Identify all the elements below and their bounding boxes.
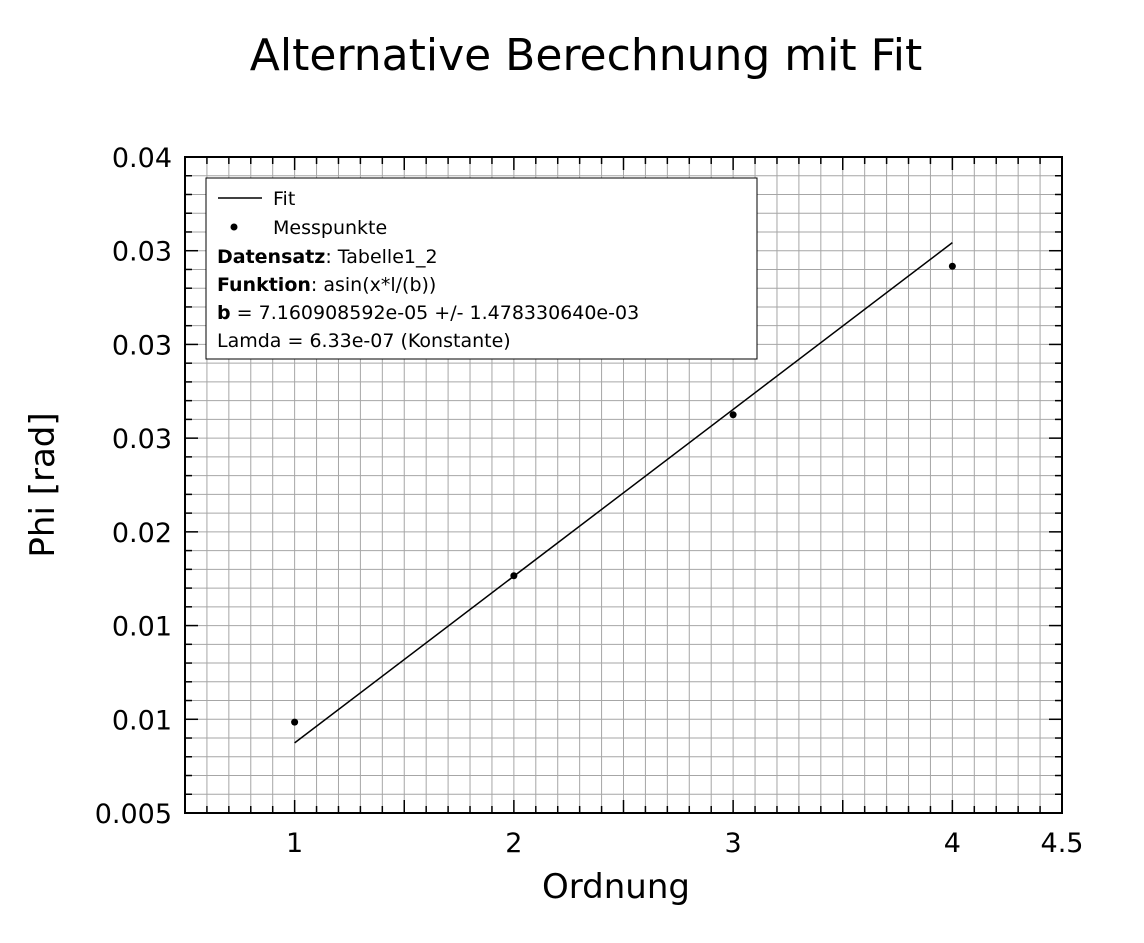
x-tick-label: 1 [286, 828, 303, 859]
y-tick-label: 0.005 [95, 799, 172, 830]
legend-points-swatch [230, 223, 238, 231]
data-point [510, 572, 518, 580]
legend-function-key: Funktion [217, 274, 311, 296]
data-point [948, 262, 956, 270]
chart-title: Alternative Berechnung mit Fit [250, 30, 922, 81]
series-layer [291, 242, 956, 744]
y-tick-label: 0.02 [112, 518, 172, 549]
legend-fit-label: Fit [273, 188, 295, 210]
legend-constant-line: Lamda = 6.33e-07 (Konstante) [217, 330, 511, 352]
legend-dataset-value: : Tabelle1_2 [325, 246, 437, 268]
tick-labels: 1 2 3 4 4.5 0.005 0.01 0.01 0.02 0.03 0.03 0.03 0.04 [95, 143, 1084, 859]
x-axis-label: Ordnung [542, 867, 690, 907]
legend-param-line: b = 7.160908592e-05 +/- 1.478330640e-03 [217, 302, 639, 324]
x-tick-label: 2 [505, 828, 522, 859]
y-tick-label: 0.01 [112, 705, 172, 736]
y-tick-label: 0.03 [112, 330, 172, 361]
fit-line [294, 242, 953, 744]
legend-function-line: Funktion: asin(x*l/(b)) [217, 274, 436, 296]
y-tick-label: 0.03 [112, 237, 172, 268]
legend-box [205, 177, 758, 360]
data-point [729, 411, 737, 419]
x-tick-label: 4 [944, 828, 961, 859]
y-tick-label: 0.04 [112, 143, 172, 174]
legend-dataset-line: Datensatz: Tabelle1_2 [217, 246, 438, 268]
tick-marks [184, 156, 1063, 814]
legend-function-value: : asin(x*l/(b)) [311, 274, 436, 296]
y-tick-label: 0.03 [112, 424, 172, 455]
data-point [291, 718, 299, 726]
legend: Fit Messpunkte Datensatz: Tabelle1_2 Fun… [205, 177, 758, 360]
legend-param-key: b [217, 302, 231, 324]
y-tick-label: 0.01 [112, 612, 172, 643]
legend-points-label: Messpunkte [273, 217, 387, 239]
legend-dataset-key: Datensatz [217, 246, 325, 268]
legend-param-value: = 7.160908592e-05 +/- 1.478330640e-03 [231, 302, 640, 324]
x-tick-label: 4.5 [1041, 828, 1084, 859]
x-tick-label: 3 [725, 828, 742, 859]
y-axis-label: Phi [rad] [23, 412, 63, 557]
